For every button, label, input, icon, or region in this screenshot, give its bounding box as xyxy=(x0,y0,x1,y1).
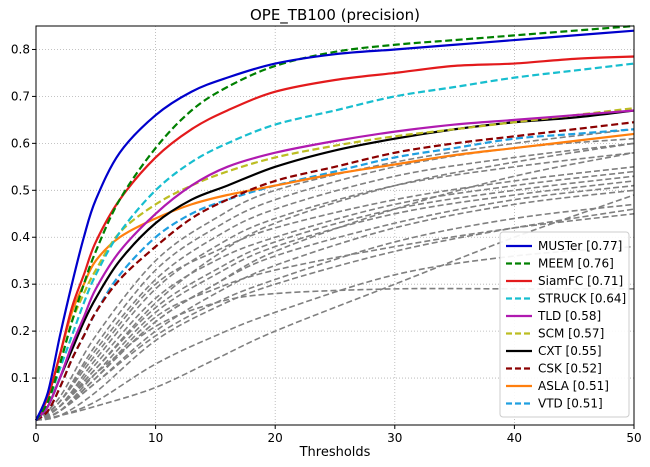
legend-label: VTD [0.51] xyxy=(538,397,603,411)
plot-frame xyxy=(35,25,635,426)
x-tick-label: 0 xyxy=(32,431,40,445)
background-series-line xyxy=(35,166,635,421)
series-line xyxy=(35,121,635,422)
background-series-line xyxy=(35,180,635,422)
y-tick-label: 0.5 xyxy=(11,183,30,197)
x-tick-label: 10 xyxy=(148,431,163,445)
series-line xyxy=(35,24,635,421)
y-tick-label: 0.1 xyxy=(11,371,30,385)
legend-label: STRUCK [0.64] xyxy=(538,292,626,306)
y-tick-label: 0.8 xyxy=(11,42,30,56)
legend-label: CXT [0.55] xyxy=(538,344,602,358)
background-series-line xyxy=(35,142,635,421)
legend: MUSTer [0.77] MEEM [0.76] SiamFC [0.71] STR… xyxy=(499,231,630,418)
x-tick-label: 30 xyxy=(387,431,402,445)
legend-label: SiamFC [0.71] xyxy=(538,274,623,288)
y-tick-label: 0.4 xyxy=(11,230,30,244)
series-line xyxy=(35,55,635,421)
y-tick-label: 0.7 xyxy=(11,89,30,103)
series-group xyxy=(34,24,635,422)
background-series-line xyxy=(35,151,635,422)
background-series-line xyxy=(35,151,635,422)
legend-label: SCM [0.57] xyxy=(538,327,604,341)
y-tick-label: 0.2 xyxy=(11,324,30,338)
series-line xyxy=(34,29,635,421)
y-tick-label: 0.3 xyxy=(11,277,30,291)
background-series-line xyxy=(35,203,635,422)
legend-label: ASLA [0.51] xyxy=(538,379,609,393)
chart-title: OPE_TB100 (precision) xyxy=(250,6,420,25)
legend-label: CSK [0.52] xyxy=(538,362,602,376)
x-tick-label: 50 xyxy=(626,431,641,445)
x-tick-label: 40 xyxy=(507,431,522,445)
series-line xyxy=(35,62,635,421)
legend-label: TLD [0.58] xyxy=(537,309,601,323)
x-axis: 0 10 20 30 40 50 xyxy=(32,425,642,445)
legend-label: MUSTer [0.77] xyxy=(538,239,622,253)
x-axis-title: Thresholds xyxy=(299,445,371,460)
background-series-line xyxy=(35,208,635,422)
legend-label: MEEM [0.76] xyxy=(538,257,614,271)
series-line xyxy=(35,107,635,421)
background-series-line xyxy=(35,142,635,422)
y-tick-label: 0.6 xyxy=(11,136,30,150)
y-axis: 0.1 0.2 0.3 0.4 0.5 0.6 0.7 0.8 xyxy=(11,42,36,385)
series-line xyxy=(35,109,635,422)
legend-box xyxy=(499,231,630,418)
x-tick-label: 20 xyxy=(268,431,283,445)
background-series-line xyxy=(35,170,635,422)
background-series-line xyxy=(35,245,635,422)
